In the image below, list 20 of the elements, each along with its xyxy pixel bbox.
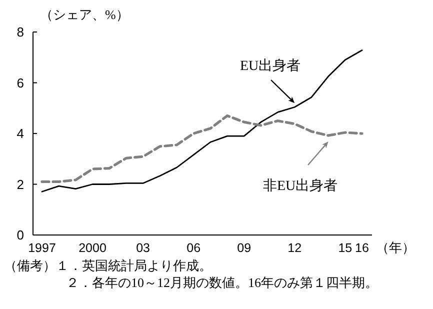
- legend-label: 非EU出身者: [263, 178, 338, 194]
- y-tick-label: 2: [16, 176, 24, 192]
- y-tick-label: 8: [16, 24, 24, 40]
- x-tick-label: 2000: [78, 241, 106, 255]
- series-label: EU出身者: [240, 58, 301, 74]
- y-tick-label: 0: [16, 228, 24, 243]
- y-tick-label: 4: [16, 126, 24, 142]
- x-axis-title: （年）: [376, 240, 415, 255]
- text: （備考）１．英国統計局より作成。: [4, 258, 212, 273]
- x-tick-label: 12: [288, 241, 302, 255]
- line-series: [41, 50, 363, 192]
- x-tick-label: 1997: [28, 241, 56, 255]
- x-tick-label: 09: [237, 241, 252, 255]
- x-tick-label: 16: [355, 241, 369, 255]
- text: ２．各年の10～12月期の数値。16年のみ第１四半期。: [66, 275, 378, 290]
- y-tick-label: 6: [16, 75, 24, 90]
- y-axis-title: （シェア、%）: [40, 7, 129, 22]
- x-tick-label: 06: [186, 241, 201, 255]
- x-tick-label: 15: [338, 241, 352, 255]
- x-tick-label: 03: [136, 241, 150, 255]
